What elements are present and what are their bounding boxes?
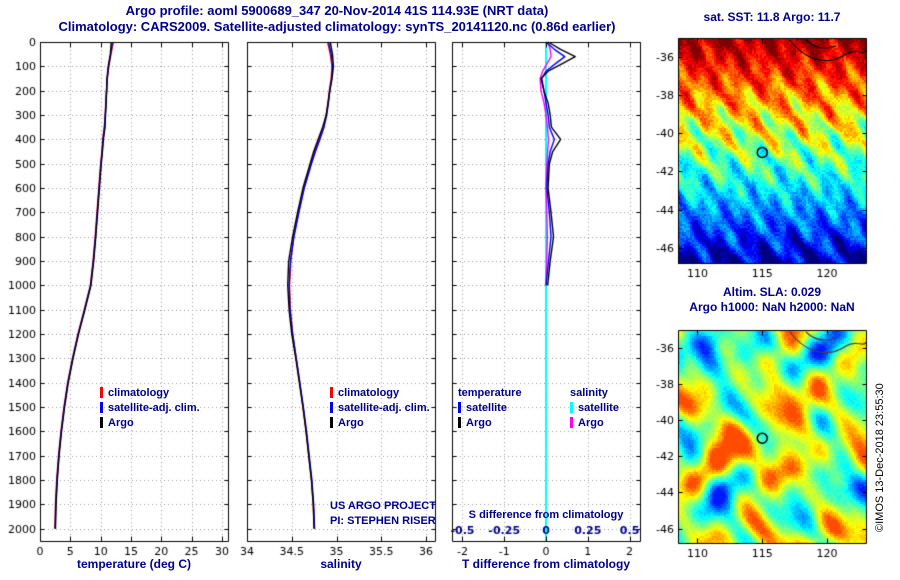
legend-item-climatology: climatology: [330, 385, 430, 400]
legend-header-salinity: salinity: [570, 386, 608, 399]
legend-label-s-argo: Argo: [578, 416, 604, 429]
legend-item-climatology: climatology: [100, 385, 200, 400]
legend-label-satellite-adj-clim: satellite-adj. clim.: [108, 401, 200, 414]
argo-line-swatch: [330, 417, 333, 428]
legend-item-t-argo: Argo: [458, 415, 522, 430]
salinity-panel-legend: climatology satellite-adj. clim. Argo: [330, 385, 430, 430]
legend-item-satellite-adj-clim: satellite-adj. clim.: [330, 400, 430, 415]
salinity-axis-label: salinity: [320, 557, 362, 571]
legend-item-t-satellite: satellite: [458, 400, 522, 415]
sst-map-title: sat. SST: 11.8 Argo: 11.7: [703, 10, 841, 24]
legend-label-climatology: climatology: [108, 386, 170, 399]
legend-label-climatology: climatology: [338, 386, 400, 399]
legend-item-argo: Argo: [330, 415, 430, 430]
legend-header-temperature: temperature: [458, 386, 522, 399]
s-difference-axis-label: S difference from climatology: [468, 509, 624, 521]
legend-item-s-satellite: satellite: [570, 400, 619, 415]
figure-title-line2: Climatology: CARS2009. Satellite-adjuste…: [58, 19, 616, 34]
difference-panel-legend-temperature: temperature satellite Argo: [458, 385, 522, 430]
figure-title-line1: Argo profile: aoml 5900689_347 20-Nov-20…: [125, 3, 549, 18]
t-argo-line-swatch: [458, 417, 461, 428]
project-notes: US ARGO PROJECT PI: STEPHEN RISER: [330, 499, 436, 529]
temperature-panel-legend: climatology satellite-adj. clim. Argo: [100, 385, 200, 430]
legend-label-argo: Argo: [338, 416, 364, 429]
t-difference-axis-label: T difference from climatology: [461, 557, 631, 571]
legend-label-t-argo: Argo: [466, 416, 492, 429]
s-argo-line-swatch: [570, 417, 573, 428]
legend-label-satellite-adj-clim: satellite-adj. clim.: [338, 401, 430, 414]
legend-label-argo: Argo: [108, 416, 134, 429]
satellite-adj-clim-line-swatch: [100, 402, 103, 413]
legend-label-t-satellite: satellite: [466, 401, 507, 414]
sla-map-title: Altim. SLA: 0.029: [722, 285, 822, 299]
t-satellite-line-swatch: [458, 402, 461, 413]
legend-item-s-argo: Argo: [570, 415, 619, 430]
satellite-adj-clim-line-swatch: [330, 402, 333, 413]
project-note-line1: US ARGO PROJECT: [330, 500, 436, 512]
legend-label-s-satellite: satellite: [578, 401, 619, 414]
difference-panel-legend-salinity: salinity satellite Argo: [570, 385, 619, 430]
copyright-watermark: ©IMOS 13-Dec-2018 23:55:30: [874, 383, 886, 532]
climatology-line-swatch: [330, 387, 333, 398]
legend-item-satellite-adj-clim: satellite-adj. clim.: [100, 400, 200, 415]
temperature-axis-label: temperature (deg C): [76, 557, 192, 571]
s-satellite-line-swatch: [570, 402, 573, 413]
project-note-line2: PI: STEPHEN RISER: [330, 515, 436, 527]
climatology-line-swatch: [100, 387, 103, 398]
argo-line-swatch: [100, 417, 103, 428]
sla-map-subtitle: Argo h1000: NaN h2000: NaN: [689, 300, 855, 314]
legend-item-argo: Argo: [100, 415, 200, 430]
